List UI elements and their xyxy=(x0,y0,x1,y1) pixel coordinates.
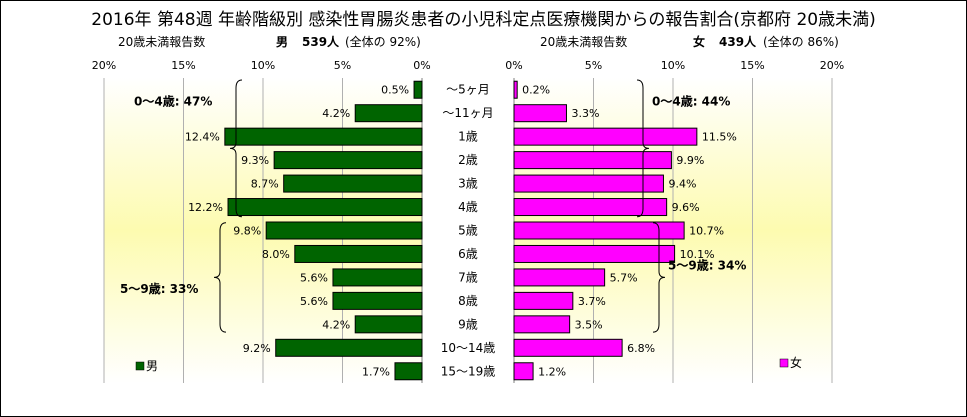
age-category-label: 1歳 xyxy=(458,130,478,144)
female-tick-label: 15% xyxy=(740,59,764,72)
male-bar xyxy=(265,221,423,240)
male-bar xyxy=(294,244,423,263)
female-bar xyxy=(513,244,676,263)
female-legend-label: 女 xyxy=(790,355,802,370)
female-value-label: 10.7% xyxy=(689,225,724,238)
age-category-label: 5歳 xyxy=(458,224,478,238)
female-legend-swatch xyxy=(779,358,789,368)
male-value-label: 8.0% xyxy=(262,248,290,261)
male-header-label: 20歳未満報告数 xyxy=(118,35,206,49)
female-bar xyxy=(513,268,606,287)
male-legend-label: 男 xyxy=(146,359,158,373)
female-value-label: 0.2% xyxy=(522,84,550,97)
male-header-share: (全体の 92%) xyxy=(345,35,421,49)
male-value-label: 9.2% xyxy=(243,342,271,355)
female-group2-label: 5～9歳: 34% xyxy=(668,258,746,273)
female-value-label: 3.5% xyxy=(575,318,603,331)
age-category-label: 4歳 xyxy=(458,200,478,214)
age-category-label: 6歳 xyxy=(458,247,478,261)
female-bar xyxy=(513,127,698,146)
female-bar xyxy=(513,174,664,193)
male-bar xyxy=(275,338,423,357)
male-group2-label: 5～9歳: 33% xyxy=(120,281,198,296)
female-bar xyxy=(513,291,574,310)
male-bar xyxy=(332,268,423,287)
male-value-label: 0.5% xyxy=(381,84,409,97)
female-group1-label: 0～4歳: 44% xyxy=(652,93,730,108)
female-bar xyxy=(513,80,518,99)
female-bar xyxy=(513,221,685,240)
female-group1-brace xyxy=(636,79,650,218)
male-group1-brace xyxy=(229,79,243,218)
male-value-label: 5.6% xyxy=(300,271,328,284)
female-header-count: 439人 xyxy=(719,35,757,49)
female-header-label: 20歳未満報告数 xyxy=(540,35,628,49)
female-value-label: 3.7% xyxy=(578,295,606,308)
male-header-sex: 男 xyxy=(276,35,289,49)
male-tick-label: 5% xyxy=(334,59,351,72)
female-tick-label: 5% xyxy=(585,59,602,72)
male-tick-label: 15% xyxy=(171,59,195,72)
male-value-label: 5.6% xyxy=(300,295,328,308)
age-category-label: 10～14歳 xyxy=(441,341,496,355)
male-tick-label: 20% xyxy=(92,59,116,72)
female-bar xyxy=(513,315,571,334)
female-bar xyxy=(513,198,668,217)
male-bar xyxy=(273,151,423,170)
male-value-label: 8.7% xyxy=(251,178,279,191)
female-tick-label: 10% xyxy=(661,59,685,72)
female-bar xyxy=(513,362,534,381)
female-bar xyxy=(513,104,567,123)
female-value-label: 5.7% xyxy=(610,271,638,284)
male-value-label: 9.3% xyxy=(241,154,269,167)
age-category-label: 8歳 xyxy=(458,294,478,308)
male-legend-swatch xyxy=(135,361,145,371)
male-tick-label: 10% xyxy=(251,59,275,72)
male-tick-label: 0% xyxy=(413,59,430,72)
female-value-label: 3.3% xyxy=(571,107,599,120)
male-value-label: 4.2% xyxy=(322,318,350,331)
male-value-label: 4.2% xyxy=(322,107,350,120)
female-value-label: 9.9% xyxy=(676,154,704,167)
female-tick-label: 20% xyxy=(820,59,844,72)
male-bar xyxy=(227,198,423,217)
male-bar xyxy=(332,291,423,310)
female-value-label: 10.1% xyxy=(680,248,715,261)
female-bar xyxy=(513,338,623,357)
age-category-label: ～11ヶ月 xyxy=(442,106,493,120)
age-category-label: 15～19歳 xyxy=(441,364,496,378)
male-bar xyxy=(413,80,423,99)
female-value-label: 9.4% xyxy=(668,178,696,191)
female-header-sex: 女 xyxy=(693,35,706,49)
age-category-label: ～5ヶ月 xyxy=(446,83,490,97)
male-bar xyxy=(354,315,423,334)
age-category-label: 3歳 xyxy=(458,177,478,191)
male-value-label: 9.8% xyxy=(233,225,261,238)
chart-title: 2016年 第48週 年齢階級別 感染性胃腸炎患者の小児科定点医療機関からの報告… xyxy=(91,10,876,30)
male-group2-brace xyxy=(213,222,227,333)
male-value-label: 12.4% xyxy=(185,131,220,144)
female-bar xyxy=(513,151,672,170)
age-category-label: 7歳 xyxy=(458,270,478,284)
male-value-label: 12.2% xyxy=(188,201,223,214)
male-bar xyxy=(283,174,423,193)
female-header-share: (全体の 86%) xyxy=(763,35,839,49)
male-bar xyxy=(224,127,423,146)
female-value-label: 6.8% xyxy=(627,342,655,355)
male-header-count: 539人 xyxy=(302,35,340,49)
female-value-label: 11.5% xyxy=(702,131,737,144)
female-tick-label: 0% xyxy=(505,59,522,72)
female-value-label: 9.6% xyxy=(672,201,700,214)
male-bar xyxy=(394,362,423,381)
age-category-label: 9歳 xyxy=(458,317,478,331)
female-value-label: 1.2% xyxy=(538,365,566,378)
male-value-label: 1.7% xyxy=(362,365,390,378)
female-group2-brace xyxy=(652,222,666,333)
male-bar xyxy=(354,104,423,123)
male-group1-label: 0～4歳: 47% xyxy=(134,93,212,108)
age-category-label: 2歳 xyxy=(458,153,478,167)
